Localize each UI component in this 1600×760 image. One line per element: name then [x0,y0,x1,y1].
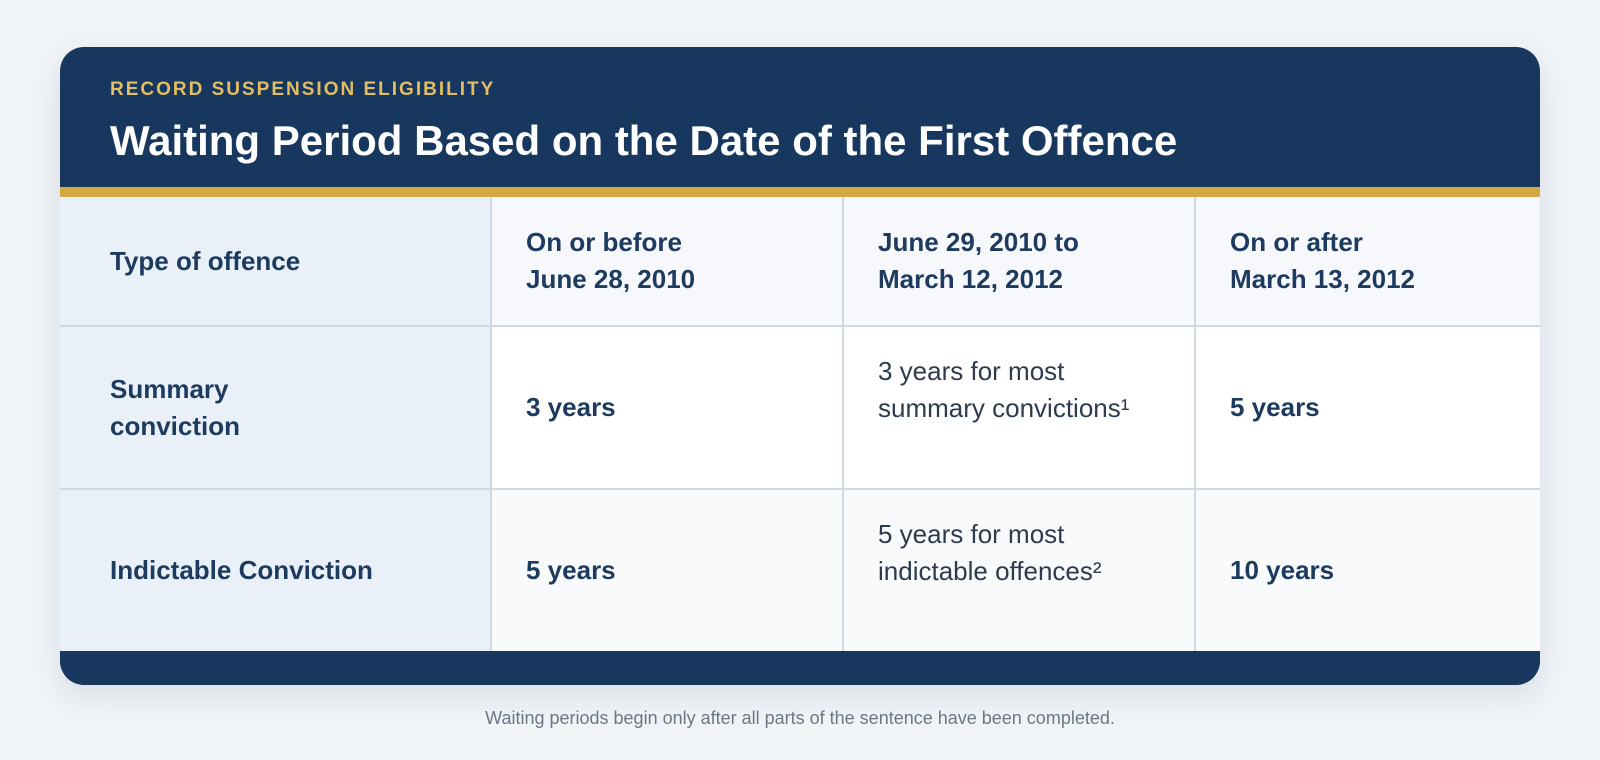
column-header: June 29, 2010 to March 12, 2012 [844,197,1194,325]
card: RECORD SUSPENSION ELIGIBILITY Waiting Pe… [60,47,1540,685]
column-header: Type of offence [60,197,490,325]
table-cell: 10 years [1196,490,1540,651]
cell-text: 5 years [1230,392,1320,422]
cell-text: indictable offences² [878,556,1102,586]
table-cell: 3 years for most summary convictions¹ [844,327,1194,488]
cell-text: June 29, 2010 to [878,227,1079,257]
accent-bar [60,187,1540,197]
cell-text: June 28, 2010 [526,264,696,294]
cell-text: 3 years [526,392,616,422]
cell-text: Summary [110,373,229,404]
cell-text: Indictable Conviction [110,555,373,585]
title: Waiting Period Based on the Date of the … [110,117,1178,164]
cell-text: On or before [526,227,683,257]
cell-text: Type of offence [110,245,301,276]
column-header: On or after March 13, 2012 [1196,197,1540,325]
column-header: On or before June 28, 2010 [492,197,842,325]
cell-text: summary convictions¹ [878,393,1130,423]
row-header: Indictable Conviction [60,490,490,651]
cell-text: March 12, 2012 [878,264,1064,294]
cell-text: conviction [110,410,241,441]
cell-text: 3 years for most [878,356,1065,386]
cell-text: 5 years for most [878,519,1065,549]
cell-text: March 13, 2012 [1230,264,1416,294]
row-header: Summary conviction [60,327,490,488]
eyebrow: RECORD SUSPENSION ELIGIBILITY [110,79,496,100]
table-cell: 5 years for most indictable offences² [844,490,1194,651]
table-cell: 5 years [1196,327,1540,488]
card-header: RECORD SUSPENSION ELIGIBILITY Waiting Pe… [60,47,1540,187]
cell-text: On or after [1230,227,1363,257]
footnote: Waiting periods begin only after all par… [485,708,1115,728]
table: Type of offence On or before June 28, 2010… [60,197,1540,651]
cell-text: 10 years [1230,555,1335,585]
table-cell: 3 years [492,327,842,488]
cell-text: 5 years [526,555,616,585]
table-cell: 5 years [492,490,842,651]
